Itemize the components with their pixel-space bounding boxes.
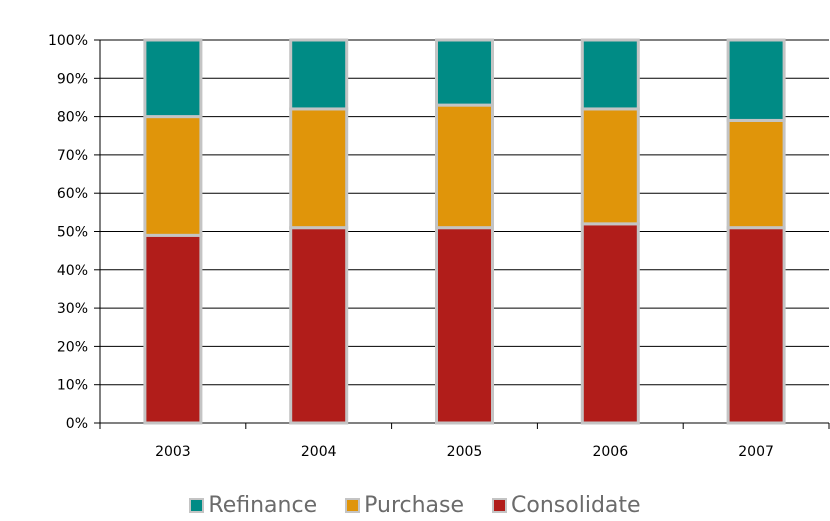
y-tick-label: 80% xyxy=(57,110,88,126)
x-tick-label: 2004 xyxy=(301,444,337,460)
bar-refinance-2007 xyxy=(726,38,786,122)
bar-purchase-2003 xyxy=(143,115,203,237)
x-tick-label: 2007 xyxy=(738,444,774,460)
y-tick-label: 100% xyxy=(48,33,88,49)
legend-label: Refinance xyxy=(208,493,318,518)
legend-swatch xyxy=(492,498,508,513)
bar-purchase-2004 xyxy=(289,107,349,230)
bar-refinance-2006 xyxy=(580,38,640,111)
y-tick-label: 0% xyxy=(66,416,88,432)
y-tick-label: 20% xyxy=(57,339,88,355)
legend-label: Purchase xyxy=(364,493,465,518)
y-tick-label: 50% xyxy=(57,225,88,241)
y-tick-label: 30% xyxy=(57,301,88,317)
bar-refinance-2003 xyxy=(143,38,203,119)
chart-plot: 0% 10% 20% 30% 40% 50% 60% 70% 80% 90% 100% 2003 200… xyxy=(48,33,830,460)
legend-item-purchase: Purchase xyxy=(345,493,464,518)
bar-purchase-2005 xyxy=(435,103,494,230)
legend-swatch xyxy=(345,498,361,513)
bar-consolidate-2006 xyxy=(580,222,640,425)
y-tick-label: 10% xyxy=(57,378,88,394)
legend: Refinance Purchase Consolidate xyxy=(0,493,830,518)
y-tick-label: 70% xyxy=(57,148,88,164)
bar-consolidate-2005 xyxy=(435,226,494,425)
legend-item-refinance: Refinance xyxy=(189,493,317,518)
bar-refinance-2005 xyxy=(435,38,494,107)
legend-swatch xyxy=(189,498,205,513)
bar-purchase-2007 xyxy=(726,118,786,230)
x-tick-label: 2003 xyxy=(155,444,191,460)
legend-label: Consolidate xyxy=(511,493,641,518)
bar-consolidate-2007 xyxy=(726,226,786,425)
bar-purchase-2006 xyxy=(580,107,640,226)
x-tick-label: 2006 xyxy=(592,444,628,460)
y-tick-label: 60% xyxy=(57,186,88,202)
bar-consolidate-2003 xyxy=(143,233,203,425)
bar-consolidate-2004 xyxy=(289,226,349,425)
x-tick-label: 2005 xyxy=(447,444,483,460)
legend-item-consolidate: Consolidate xyxy=(492,493,641,518)
bar-refinance-2004 xyxy=(289,38,349,111)
y-tick-label: 90% xyxy=(57,71,88,87)
y-tick-label: 40% xyxy=(57,263,88,279)
